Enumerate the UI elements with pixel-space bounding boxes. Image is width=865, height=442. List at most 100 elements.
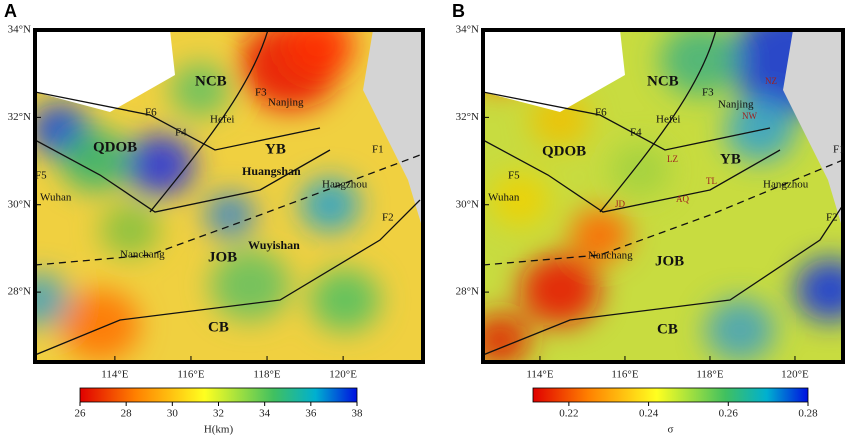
lat-tick-label: 32°N [8, 111, 31, 123]
lat-tick-label: 34°N [456, 24, 479, 36]
colorbar-tick-label: 0.26 [719, 408, 739, 420]
field-blob [60, 128, 130, 192]
colorbar-tick-label: 28 [121, 408, 133, 420]
place-label: Huangshan [242, 164, 301, 178]
place-label: CB [657, 321, 678, 337]
field-blob [490, 173, 550, 227]
fault-line [599, 30, 717, 213]
place-label: Hefei [656, 114, 680, 126]
lat-tick-label: 32°N [456, 111, 479, 123]
field-blob [60, 289, 140, 361]
place-label: Nanchang [588, 250, 633, 262]
map-field [35, 30, 380, 361]
colorbar-tick-label: 30 [167, 408, 179, 420]
place-label: JD [615, 199, 626, 209]
lat-tick-label: 30°N [8, 198, 31, 210]
place-label: F2 [382, 212, 394, 224]
place-label: CB [208, 319, 229, 335]
field-blob [610, 143, 670, 197]
place-label: F4 [175, 127, 187, 139]
place-label: F1 [833, 144, 845, 156]
map-panel: B 34°N 32°N 30°N 28°N 114°E 116°E 118°E 120°E NCB… [452, 1, 845, 436]
no-data-area [483, 30, 625, 112]
sea-area [783, 30, 843, 230]
sea-area [363, 30, 423, 230]
field-blob [285, 30, 355, 77]
panel-label: A [4, 1, 17, 21]
lon-tick-label: 120°E [329, 369, 357, 381]
place-label: YB [265, 141, 286, 157]
place-label: NCB [647, 73, 679, 89]
colorbar-tick-label: 0.28 [798, 408, 818, 420]
lon-tick-label: 116°E [611, 369, 638, 381]
fault-line [483, 139, 781, 213]
place-label: YB [720, 151, 741, 167]
lat-tick-label: 34°N [8, 24, 31, 36]
field-blob [210, 249, 290, 321]
place-label: JOB [655, 253, 684, 269]
fault-line [483, 204, 843, 356]
fault-line [35, 139, 331, 213]
place-label: QDOB [542, 143, 586, 159]
place-label: JOB [208, 249, 237, 265]
map-image [483, 30, 843, 362]
place-label: Nanchang [120, 249, 165, 261]
place-label: Nanjing [718, 99, 754, 111]
place-label: Wuhan [488, 192, 520, 204]
place-label: F3 [702, 87, 714, 99]
colorbar [532, 387, 809, 403]
field-blob [520, 254, 600, 326]
colorbar-tick-label: 26 [75, 408, 87, 420]
place-label: NW [742, 111, 757, 121]
place-label: F5 [35, 170, 47, 182]
place-label: F5 [508, 170, 520, 182]
lat-tick-label: 28°N [456, 286, 479, 298]
field-blob [170, 63, 230, 117]
place-label: Wuhan [40, 192, 72, 204]
lon-tick-label: 116°E [177, 369, 204, 381]
place-label: F1 [372, 144, 384, 156]
field-blob [35, 273, 70, 327]
field-blob [100, 203, 160, 257]
fault-line [35, 154, 421, 266]
field-blob [705, 298, 775, 362]
field-blob [125, 133, 195, 197]
map-frame [33, 28, 425, 364]
field-blob [570, 208, 630, 262]
colorbar [79, 387, 358, 403]
fault-line [149, 30, 269, 213]
colorbar-tick-label: 32 [213, 408, 224, 420]
field-blob [310, 268, 380, 332]
field-blob [300, 178, 360, 232]
map-image [35, 30, 423, 362]
place-label: AQ [676, 194, 689, 204]
lon-tick-label: 114°E [101, 369, 128, 381]
fault-line [483, 159, 843, 266]
place-label: F6 [145, 107, 157, 119]
place-label: Hangzhou [322, 179, 368, 191]
colorbar-tick-label: 36 [305, 408, 317, 420]
colorbar-tick-label: 34 [259, 408, 271, 420]
lat-tick-label: 28°N [8, 286, 31, 298]
place-label: Hefei [210, 114, 234, 126]
field-blob [660, 30, 740, 96]
place-label: LZ [667, 154, 678, 164]
place-label: F4 [630, 127, 642, 139]
lat-tick-label: 30°N [456, 198, 479, 210]
place-label: NCB [195, 73, 227, 89]
place-label: NZ [765, 76, 777, 86]
map-frame [481, 28, 845, 364]
field-blob [205, 192, 255, 238]
place-label: Nanjing [268, 97, 304, 109]
field-blob [795, 258, 843, 322]
colorbar-label: H(km) [204, 424, 234, 436]
map-panel: A 34°N 32°N 30°N 28°N 114°E 116°E 118°E 120°E NCB… [4, 1, 425, 436]
place-label: QDOB [93, 139, 137, 155]
lon-tick-label: 118°E [253, 369, 280, 381]
lon-tick-label: 120°E [781, 369, 809, 381]
place-label: TL [706, 176, 717, 186]
fault-line [35, 91, 321, 151]
panel-label: B [452, 1, 465, 21]
no-data-area [35, 30, 175, 112]
